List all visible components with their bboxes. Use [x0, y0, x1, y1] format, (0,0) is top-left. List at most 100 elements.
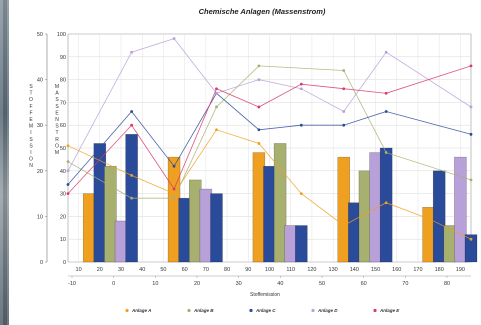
- y-right-tick-label: 80: [60, 78, 66, 84]
- y-left-label-char: S: [29, 137, 33, 143]
- bar: [422, 207, 435, 263]
- x-secondary-tick-label: 0: [112, 281, 115, 287]
- line-point: [299, 123, 303, 127]
- bar: [178, 197, 191, 263]
- legend-marker: [125, 308, 129, 313]
- bar: [337, 156, 350, 263]
- y-right-tick-label: 100: [57, 32, 66, 38]
- line-point: [384, 201, 388, 205]
- x-tick-label: 30: [118, 267, 124, 273]
- bar: [454, 156, 467, 263]
- x-axis-label: Stoffemission: [250, 292, 280, 298]
- bar: [263, 165, 276, 263]
- y-left-tick-label: 50: [37, 32, 43, 38]
- bar: [82, 193, 96, 263]
- y-inner-label-char: E: [55, 110, 59, 116]
- line-point: [469, 237, 473, 241]
- legend-marker: [311, 308, 315, 313]
- y-left-label-char: S: [29, 84, 33, 90]
- line-point: [172, 192, 176, 196]
- x-tick-label: 100: [265, 267, 274, 273]
- line-point: [130, 123, 134, 127]
- line-point: [130, 50, 134, 54]
- line-point: [172, 196, 176, 200]
- bar: [252, 152, 266, 263]
- line-point: [342, 87, 346, 91]
- x-tick-label: 180: [435, 267, 444, 273]
- y-left-label-char: S: [29, 143, 33, 149]
- y-left-label-char: F: [29, 110, 32, 116]
- x-tick-label: 120: [307, 267, 316, 273]
- legend-marker: [373, 308, 377, 313]
- y-inner-label-char: S: [55, 124, 59, 130]
- y-left-label-char: I: [30, 150, 31, 156]
- y-left-tick-label: 20: [37, 169, 43, 175]
- x-secondary-tick-label: 20: [194, 281, 200, 287]
- y-right-tick-label: 90: [60, 55, 66, 61]
- x-tick-label: 20: [97, 267, 103, 273]
- bar: [167, 156, 181, 263]
- line-point: [257, 142, 261, 145]
- line-point: [172, 37, 176, 40]
- line-point: [342, 224, 346, 227]
- y-left-label-char: I: [30, 130, 31, 136]
- bar: [93, 143, 107, 263]
- line-point: [342, 69, 346, 72]
- line-point: [130, 196, 134, 200]
- y-inner-label-char: R: [55, 137, 59, 143]
- y-right-tick-label: 70: [60, 100, 66, 106]
- line-point: [215, 105, 218, 109]
- line-point: [299, 82, 303, 86]
- y-left-label-char: M: [29, 124, 33, 130]
- y-left-tick-label: 10: [37, 214, 43, 220]
- line-point: [469, 64, 473, 68]
- line-point: [469, 178, 473, 182]
- line-point: [215, 128, 218, 132]
- x-tick-label: 170: [413, 267, 422, 273]
- legend-marker: [249, 308, 253, 313]
- y-left-label-char: N: [29, 163, 33, 169]
- y-right-tick-label: 20: [60, 214, 66, 220]
- chart: Chemische Anlagen (Massenstrom) 0 10 20 30 4…: [29, 7, 478, 313]
- line-point: [130, 110, 134, 113]
- y-inner-label-char: M: [55, 84, 59, 90]
- x-tick-label: 90: [245, 267, 251, 273]
- legend: Anlage A Anlage B Anlage C Anlage D Anlage E: [125, 308, 400, 313]
- line-point: [257, 128, 261, 132]
- x-tick-label: 130: [329, 267, 338, 273]
- x-secondary-tick-label: 30: [236, 281, 242, 287]
- y-right-tick-label: 50: [60, 146, 66, 152]
- line-point: [299, 87, 303, 91]
- line-point: [172, 164, 176, 168]
- y-left-label-char: T: [29, 91, 32, 97]
- line-point: [130, 173, 134, 177]
- x-tick-label: 40: [139, 267, 145, 273]
- line-point: [342, 123, 346, 127]
- x-secondary-tick-label: 10: [152, 281, 158, 287]
- line-point: [469, 105, 473, 109]
- legend-label: Anlage D: [317, 308, 338, 313]
- legend-label: Anlage E: [379, 308, 400, 313]
- line-point: [66, 183, 70, 186]
- y-left-label-char: O: [29, 97, 33, 103]
- line-point: [257, 105, 261, 109]
- bar: [284, 225, 297, 263]
- y-inner-label-char: M: [55, 150, 59, 156]
- lines: [66, 37, 473, 241]
- x-tick-label: 60: [182, 267, 188, 273]
- line-point: [172, 187, 176, 191]
- line-point: [342, 110, 346, 113]
- y-inner-label-char: O: [55, 143, 59, 149]
- line-point: [215, 87, 218, 91]
- y-right-tick-label: 60: [60, 123, 66, 129]
- x-tick-label: 150: [371, 267, 380, 273]
- legend-marker: [187, 308, 191, 313]
- line-point: [257, 64, 261, 68]
- y-left-label-char: E: [29, 117, 33, 123]
- x-secondary-tick-label: 60: [361, 281, 367, 287]
- y-inner-label-char: N: [55, 117, 59, 123]
- y-right-tick-label: 0: [63, 260, 66, 266]
